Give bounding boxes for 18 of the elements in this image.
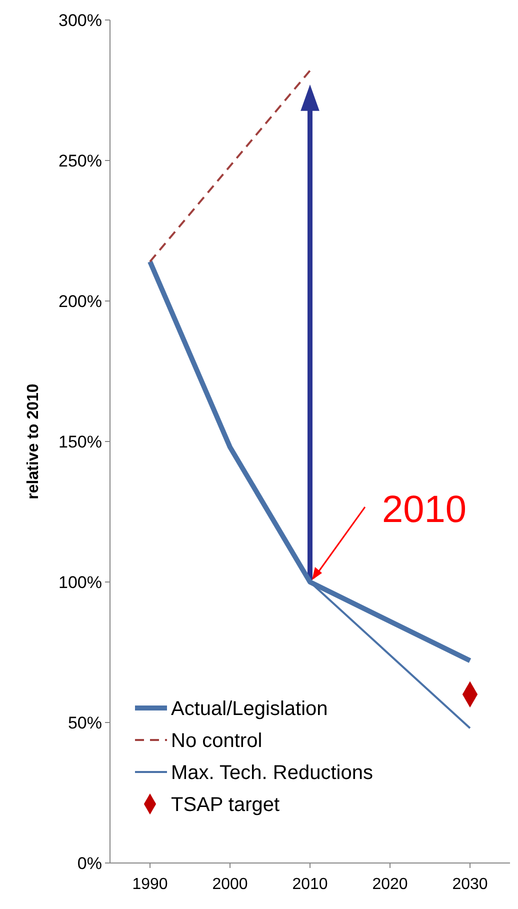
x-tick-label: 1990 (132, 876, 168, 893)
x-tick-label: 2020 (372, 876, 408, 893)
y-tick-label: 250% (58, 151, 102, 170)
y-tick-label: 200% (58, 292, 102, 311)
y-tick-label: 100% (58, 572, 102, 592)
x-tick-label: 2000 (212, 876, 248, 893)
y-tick-label: 50% (68, 713, 102, 732)
legend-label: TSAP target (171, 794, 280, 816)
legend-label: Max. Tech. Reductions (171, 762, 373, 784)
legend-label: Actual/Legislation (171, 698, 328, 720)
legend-label: No control (171, 730, 262, 752)
annotation: 2010 (382, 489, 467, 531)
y-tick-label: 0% (77, 854, 102, 873)
y-tick-label: 150% (58, 432, 102, 452)
x-tick-label: 2010 (292, 876, 328, 893)
x-tick-label: 2030 (452, 876, 488, 893)
y-axis-title: relative to 2010 (25, 384, 42, 500)
y-tick-label: 300% (58, 10, 102, 30)
